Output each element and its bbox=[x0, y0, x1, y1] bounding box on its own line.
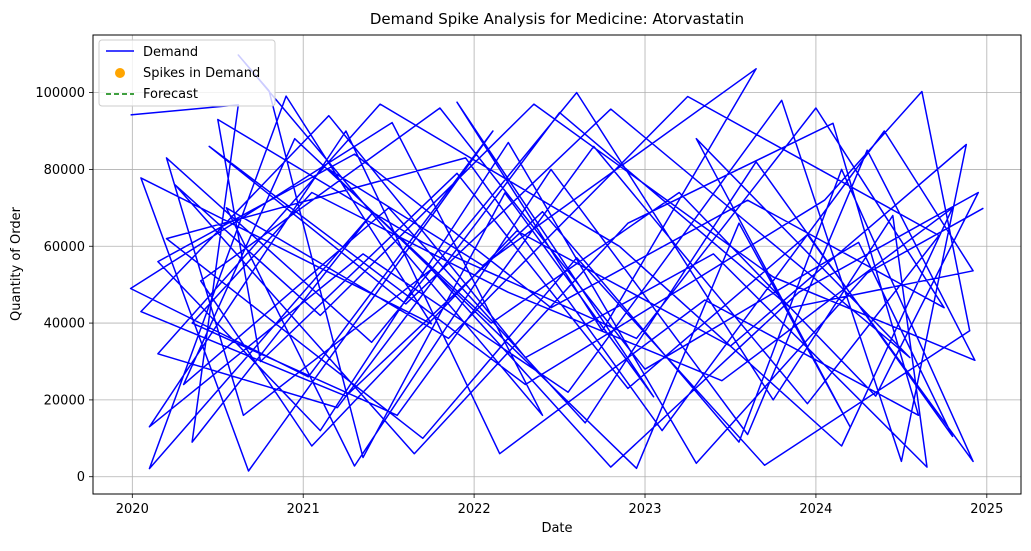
plot-frame bbox=[92, 34, 1022, 495]
legend-spikes-swatch bbox=[115, 68, 125, 78]
x-tick-label: 2020 bbox=[116, 502, 149, 517]
chart-title: Demand Spike Analysis for Medicine: Ator… bbox=[370, 10, 744, 28]
y-tick-label: 40000 bbox=[44, 317, 85, 332]
legend-spikes-label: Spikes in Demand bbox=[143, 66, 260, 81]
demand-line bbox=[129, 54, 984, 472]
grid-layer bbox=[93, 35, 1021, 494]
ticks-layer: 2020 2021 2022 2023 2024 2025 0 20000 40000 60000… bbox=[35, 86, 1003, 517]
series-layer bbox=[129, 54, 984, 472]
x-axis-label: Date bbox=[541, 521, 572, 536]
y-tick-label: 20000 bbox=[44, 393, 85, 408]
legend-forecast-label: Forecast bbox=[143, 87, 198, 102]
legend: Demand Spikes in Demand Forecast bbox=[98, 39, 276, 107]
x-tick-label: 2021 bbox=[287, 502, 320, 517]
x-tick-label: 2025 bbox=[970, 502, 1003, 517]
y-tick-label: 100000 bbox=[35, 86, 85, 101]
legend-demand-label: Demand bbox=[143, 45, 198, 60]
x-tick-label: 2023 bbox=[628, 502, 661, 517]
y-tick-label: 60000 bbox=[44, 240, 85, 255]
x-tick-label: 2022 bbox=[458, 502, 491, 517]
y-tick-label: 0 bbox=[77, 470, 85, 485]
y-axis-label: Quantity of Order bbox=[9, 206, 24, 321]
x-tick-label: 2024 bbox=[799, 502, 832, 517]
y-tick-label: 80000 bbox=[44, 163, 85, 178]
legend-box bbox=[98, 39, 276, 107]
